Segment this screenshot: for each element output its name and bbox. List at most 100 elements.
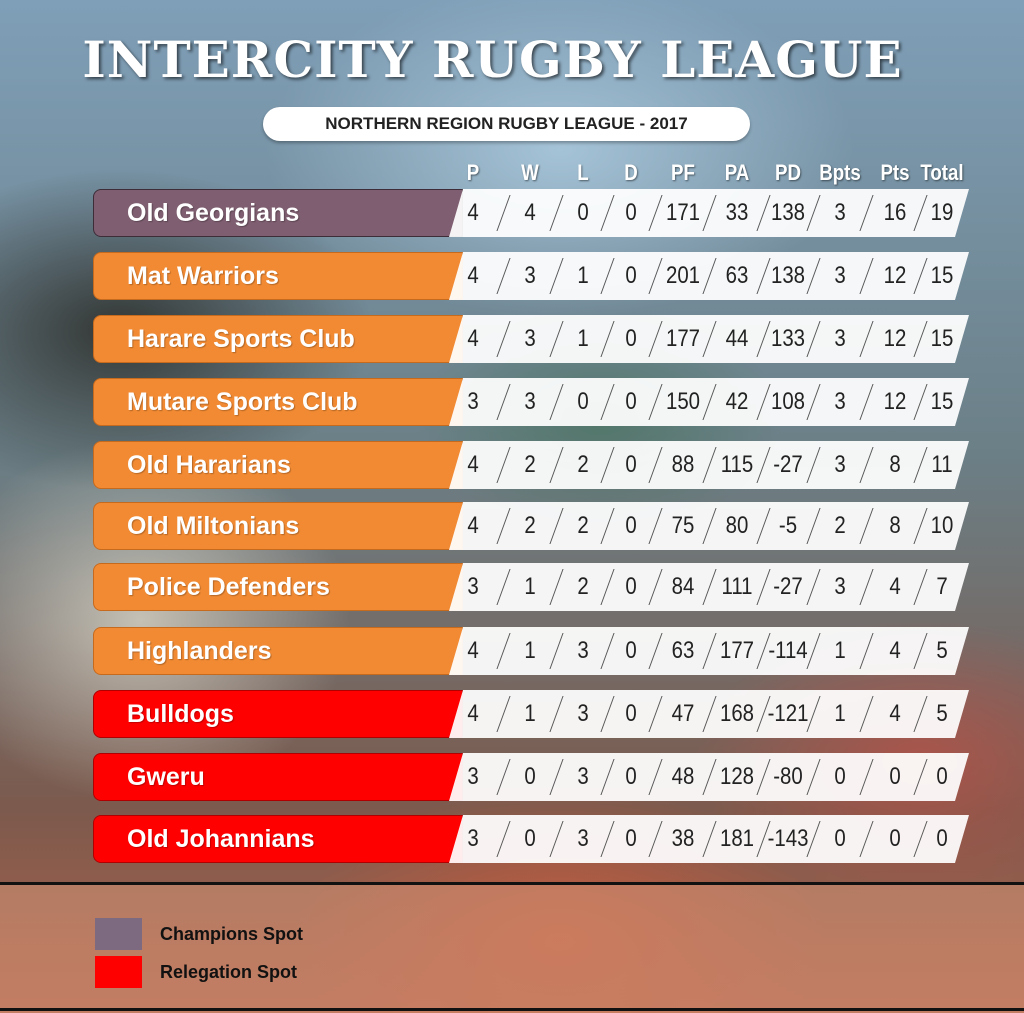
team-name: Police Defenders — [93, 563, 463, 611]
cell-p: 3 — [467, 763, 479, 790]
cell-l: 2 — [577, 573, 589, 600]
cell-w: 3 — [524, 325, 536, 352]
cell-p: 4 — [467, 700, 479, 727]
cell-divider — [702, 447, 717, 483]
cell-l: 1 — [577, 262, 589, 289]
team-name: Highlanders — [93, 627, 463, 675]
cell-pts: 8 — [889, 512, 901, 539]
stat-cells: 4 4 0 0 171 33 138 3 16 19 — [449, 189, 969, 237]
cell-pa: 63 — [725, 262, 749, 289]
stat-cells: 3 1 2 0 84 111 -27 3 4 7 — [449, 563, 969, 611]
cell-pa: 177 — [719, 637, 755, 664]
table-row: Mutare Sports Club 3 3 0 0 150 42 108 3 12 15 — [93, 378, 973, 426]
cell-divider — [496, 508, 511, 544]
table-row: Old Georgians 4 4 0 0 171 33 138 3 16 19 — [93, 189, 973, 237]
cell-d: 0 — [625, 700, 637, 727]
cell-divider — [549, 696, 564, 732]
cell-divider — [806, 633, 821, 669]
cell-divider — [859, 821, 874, 857]
cell-pf: 63 — [671, 637, 695, 664]
cell-w: 3 — [524, 388, 536, 415]
cell-p: 4 — [467, 199, 479, 226]
legend-swatch-champions — [95, 918, 142, 950]
cell-pa: 42 — [725, 388, 749, 415]
column-header-bpts: Bpts — [819, 160, 861, 185]
cell-divider — [496, 696, 511, 732]
stat-cells: 4 2 2 0 75 80 -5 2 8 10 — [449, 502, 969, 550]
cell-pts: 0 — [889, 825, 901, 852]
cell-pts: 16 — [883, 199, 907, 226]
cell-pf: 48 — [671, 763, 695, 790]
cell-bpts: 0 — [834, 825, 846, 852]
cell-pa: 44 — [725, 325, 749, 352]
cell-d: 0 — [625, 388, 637, 415]
column-headers: P W L D PF PA PD Bpts Pts Total — [0, 158, 1024, 188]
cell-l: 3 — [577, 700, 589, 727]
cell-pf: 177 — [665, 325, 701, 352]
column-header-l: L — [577, 160, 589, 185]
cell-pa: 128 — [719, 763, 755, 790]
cell-pa: 33 — [725, 199, 749, 226]
cell-pd: -27 — [773, 451, 803, 478]
cell-divider — [806, 821, 821, 857]
cell-pf: 150 — [665, 388, 701, 415]
cell-p: 3 — [467, 388, 479, 415]
cell-pf: 75 — [671, 512, 695, 539]
cell-divider — [496, 759, 511, 795]
cell-p: 4 — [467, 637, 479, 664]
cell-pa: 181 — [719, 825, 755, 852]
table-row: Bulldogs 4 1 3 0 47 168 -121 1 4 5 — [93, 690, 973, 738]
cell-d: 0 — [625, 512, 637, 539]
cell-bpts: 1 — [834, 637, 846, 664]
cell-divider — [806, 195, 821, 231]
cell-divider — [859, 321, 874, 357]
cell-bpts: 3 — [834, 325, 846, 352]
cell-divider — [549, 447, 564, 483]
column-header-p: P — [466, 160, 480, 185]
cell-d: 0 — [625, 825, 637, 852]
cell-divider — [496, 569, 511, 605]
cell-bpts: 3 — [834, 262, 846, 289]
cell-divider — [549, 384, 564, 420]
cell-d: 0 — [625, 451, 637, 478]
cell-w: 1 — [524, 700, 536, 727]
team-name: Mutare Sports Club — [93, 378, 463, 426]
cell-pts: 12 — [883, 262, 907, 289]
table-row: Old Johannians 3 0 3 0 38 181 -143 0 0 0 — [93, 815, 973, 863]
cell-d: 0 — [625, 199, 637, 226]
team-name: Harare Sports Club — [93, 315, 463, 363]
table-row: Mat Warriors 4 3 1 0 201 63 138 3 12 15 — [93, 252, 973, 300]
cell-divider — [859, 569, 874, 605]
team-name: Old Johannians — [93, 815, 463, 863]
cell-pf: 47 — [671, 700, 695, 727]
cell-pa: 115 — [720, 451, 754, 478]
cell-w: 2 — [524, 512, 536, 539]
cell-pa: 168 — [719, 700, 755, 727]
cell-divider — [549, 569, 564, 605]
cell-l: 3 — [577, 637, 589, 664]
cell-d: 0 — [625, 637, 637, 664]
cell-pf: 38 — [671, 825, 695, 852]
column-header-w: W — [521, 160, 539, 185]
cell-pd: -121 — [767, 700, 809, 727]
cell-pts: 12 — [883, 325, 907, 352]
cell-pd: -5 — [778, 512, 798, 539]
cell-bpts: 3 — [834, 451, 846, 478]
cell-d: 0 — [625, 325, 637, 352]
legend-champions: Champions Spot — [95, 918, 303, 950]
table-row: Gweru 3 0 3 0 48 128 -80 0 0 0 — [93, 753, 973, 801]
cell-pts: 12 — [883, 388, 907, 415]
cell-w: 4 — [524, 199, 536, 226]
cell-l: 3 — [577, 825, 589, 852]
cell-divider — [859, 258, 874, 294]
cell-bpts: 0 — [834, 763, 846, 790]
cell-w: 3 — [524, 262, 536, 289]
cell-bpts: 3 — [834, 573, 846, 600]
table-row: Old Miltonians 4 2 2 0 75 80 -5 2 8 10 — [93, 502, 973, 550]
cell-divider — [702, 195, 717, 231]
team-name: Mat Warriors — [93, 252, 463, 300]
cell-divider — [702, 321, 717, 357]
cell-total: 0 — [936, 763, 948, 790]
team-name: Old Georgians — [93, 189, 463, 237]
cell-d: 0 — [625, 573, 637, 600]
